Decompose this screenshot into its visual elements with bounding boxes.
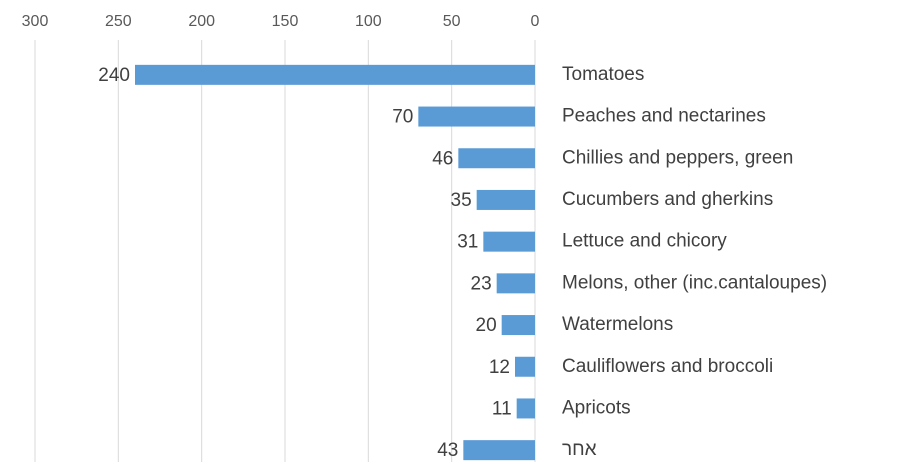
x-tick-label: 100 — [355, 13, 382, 30]
category-label: Watermelons — [562, 314, 673, 335]
bar — [483, 231, 535, 252]
x-tick-label: 300 — [22, 13, 49, 30]
category-label: אחר — [562, 439, 597, 460]
data-label: 11 — [492, 398, 512, 419]
data-label: 70 — [392, 107, 413, 128]
bar — [516, 398, 535, 419]
data-label: 12 — [489, 357, 510, 378]
bar — [418, 106, 535, 127]
category-label: Lettuce and chicory — [562, 231, 727, 252]
data-label: 43 — [437, 440, 458, 461]
bar — [135, 64, 535, 85]
x-tick-label: 200 — [188, 13, 215, 30]
data-label: 20 — [476, 315, 497, 336]
data-label: 23 — [471, 273, 492, 294]
category-label: Cucumbers and gherkins — [562, 189, 773, 210]
category-label: Apricots — [562, 397, 631, 418]
bar — [463, 440, 535, 461]
x-tick-label: 150 — [272, 13, 299, 30]
x-tick-label: 250 — [105, 13, 132, 30]
category-label: Tomatoes — [562, 64, 644, 85]
data-label: 240 — [98, 65, 130, 86]
category-label: Peaches and nectarines — [562, 106, 766, 127]
bar — [515, 356, 535, 377]
data-label: 35 — [451, 190, 472, 211]
bar — [458, 148, 535, 169]
x-tick-label: 50 — [443, 13, 461, 30]
category-label: Melons, other (inc.cantaloupes) — [562, 272, 827, 293]
category-label: Chillies and peppers, green — [562, 147, 793, 168]
bar — [476, 189, 535, 210]
data-label: 31 — [457, 232, 478, 253]
bar — [501, 315, 535, 336]
data-label: 46 — [432, 148, 453, 169]
category-label: Cauliflowers and broccoli — [562, 356, 773, 377]
x-tick-label: 0 — [531, 13, 540, 30]
bar — [496, 273, 535, 294]
